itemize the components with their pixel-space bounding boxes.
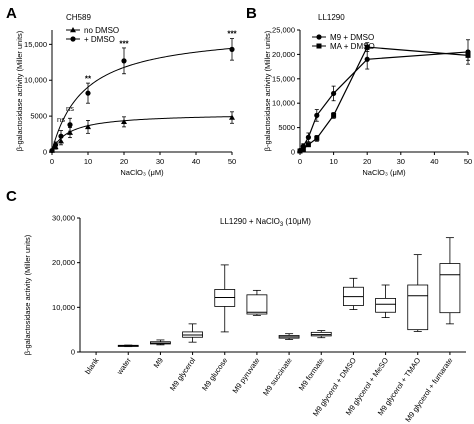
data-point — [305, 142, 311, 148]
data-point — [331, 90, 337, 97]
box — [439, 263, 461, 314]
y-tick-label: 15,000 — [24, 40, 47, 49]
y-tick-label: 20,000 — [272, 50, 295, 59]
series-line — [299, 51, 469, 151]
significance-label: ns — [57, 115, 65, 124]
data-point — [58, 133, 64, 139]
data-point — [53, 142, 59, 148]
panel-c-letter: C — [6, 188, 17, 205]
data-point — [121, 118, 127, 125]
data-point — [364, 44, 370, 50]
x-tick-label: M9 succinate — [261, 356, 294, 397]
data-point — [67, 129, 73, 135]
y-tick-label: 0 — [71, 348, 75, 357]
panel-b-strain: LL1290 — [318, 13, 345, 22]
y-tick-label: 0 — [291, 148, 295, 157]
data-point — [85, 123, 91, 130]
x-tick-label: M9 formate — [297, 356, 326, 392]
y-tick-label: 10,000 — [24, 76, 47, 85]
data-point — [314, 135, 320, 141]
x-tick-label: 0 — [298, 157, 302, 166]
x-tick-label: M9 pyruvate — [231, 356, 262, 395]
legend-entry: no DMSO — [84, 26, 119, 35]
legend-marker — [316, 43, 322, 49]
y-tick-label: 20,000 — [52, 258, 75, 267]
data-point — [305, 134, 311, 140]
data-point — [67, 122, 73, 128]
x-tick-label: M9 glucose — [200, 356, 229, 393]
y-axis-label: β-galactosidase activity (Miller units) — [263, 30, 272, 151]
significance-label: ** — [85, 75, 92, 84]
legend-entry: + DMSO — [84, 35, 115, 44]
data-point — [331, 112, 337, 118]
x-tick-label: water — [114, 356, 133, 377]
x-tick-label: 30 — [397, 157, 405, 166]
x-axis-label: NaClO₃ (μM) — [120, 168, 164, 177]
significance-label: *** — [227, 29, 237, 38]
x-tick-label: 40 — [430, 157, 438, 166]
box — [246, 294, 268, 315]
y-tick-label: 5000 — [278, 123, 295, 132]
x-tick-label: M9 — [152, 356, 165, 370]
panel-c-condition: LL1290 + NaClO3 (10μM) — [220, 217, 311, 228]
legend-entry: MA + DMSO — [330, 42, 375, 51]
chart-a: 0 5000 10,000 15,000 0 10 20 30 40 50 NaClO₃ (μM) β… — [15, 26, 238, 177]
y-axis-label: β-galactosidase activity (Miller units) — [15, 30, 24, 151]
x-tick-label: 20 — [120, 157, 128, 166]
x-tick-label: 30 — [156, 157, 164, 166]
series-fit-curve — [51, 116, 233, 151]
y-tick-label: 15,000 — [272, 74, 295, 83]
x-tick-label: blank — [83, 356, 101, 376]
y-tick-label: 5000 — [30, 112, 47, 121]
y-tick-label: 10,000 — [52, 303, 75, 312]
chart-b: 0 5000 10,000 15,000 20,000 25,000 0 10 20 30 40 50… — [263, 26, 472, 178]
x-tick-label: 20 — [363, 157, 371, 166]
data-point — [229, 46, 235, 52]
legend-marker — [70, 27, 76, 33]
data-point — [85, 90, 91, 96]
legend-marker — [70, 36, 76, 42]
legend-entry: M9 + DMSO — [330, 33, 374, 42]
x-tick-label: 10 — [84, 157, 92, 166]
x-tick-label: 50 — [228, 157, 236, 166]
data-point — [229, 114, 235, 120]
data-point — [49, 147, 55, 154]
x-axis-label: NaClO₃ (μM) — [362, 168, 406, 177]
x-tick-label: 50 — [464, 157, 472, 166]
data-point — [297, 148, 303, 154]
data-point — [300, 146, 306, 152]
chart-c: 0 10,000 20,000 30,000 β-galactosidase activ… — [23, 214, 466, 424]
legend-marker — [316, 34, 322, 40]
data-point — [121, 58, 127, 64]
y-axis-label: β-galactosidase activity (Miller units) — [23, 234, 32, 355]
significance-label: ns — [66, 104, 74, 113]
y-tick-label: 10,000 — [272, 99, 295, 108]
x-tick-label: M9 glycerol — [168, 356, 198, 393]
data-point — [314, 112, 320, 118]
box — [375, 297, 396, 313]
y-tick-label: 25,000 — [272, 26, 295, 35]
x-tick-label: 10 — [329, 157, 337, 166]
y-tick-label: 0 — [43, 148, 47, 157]
data-point — [465, 52, 471, 58]
y-tick-label: 30,000 — [52, 214, 75, 223]
significance-label: *** — [119, 40, 129, 49]
panel-a-strain: CH589 — [66, 13, 91, 22]
box — [407, 284, 429, 331]
x-tick-label: 40 — [192, 157, 200, 166]
data-point — [364, 56, 370, 62]
panel-a-letter: A — [6, 5, 17, 22]
panel-b-letter: B — [246, 5, 257, 22]
x-tick-label: 0 — [50, 157, 54, 166]
series-fit-curve — [51, 47, 233, 151]
series-line — [299, 46, 469, 152]
